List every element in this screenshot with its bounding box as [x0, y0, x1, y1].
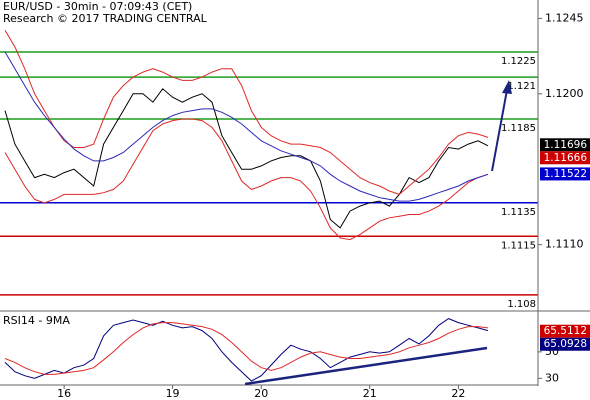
level-label: 1.1225 — [501, 56, 536, 67]
value-tag — [540, 151, 590, 165]
level-label: 1.1135 — [501, 207, 536, 218]
rsi-title: RSI14 - 9MA — [3, 314, 70, 327]
y-tick-label: 1.1200 — [545, 87, 584, 100]
value-tag-label: 1.11666 — [544, 152, 588, 164]
arrow-head — [502, 80, 512, 94]
level-label: 1.121 — [507, 81, 536, 92]
value-tag — [540, 167, 590, 181]
lines — [4, 29, 489, 382]
y-tick-label: 30 — [545, 371, 559, 384]
rsi-trendline — [244, 346, 488, 386]
value-tag — [540, 324, 590, 338]
x-tick-label: 16 — [57, 387, 71, 400]
value-tag — [540, 138, 590, 152]
series-line — [4, 118, 489, 241]
value-tag-label: 1.11522 — [544, 168, 587, 180]
x-tick-label: 22 — [451, 387, 465, 400]
y-tick-label: 1.1245 — [545, 11, 584, 24]
x-tick-label: 20 — [254, 387, 268, 400]
x-tick-label: 21 — [363, 387, 377, 400]
series-line — [4, 29, 489, 195]
y-tick-label: 1.1110 — [545, 238, 584, 251]
series-line — [4, 51, 489, 202]
value-tag — [540, 337, 590, 351]
x-tick-label: 19 — [166, 387, 180, 400]
chart-title: EUR/USD - 30min - 07:09:43 (CET) — [3, 0, 192, 13]
level-label: 1.1115 — [501, 240, 536, 251]
value-tag-label: 1.11696 — [544, 139, 588, 151]
value-tag-label: 65.5112 — [544, 325, 587, 337]
forecast-arrow — [491, 89, 508, 172]
series-line — [4, 88, 489, 229]
chart-subtitle: Research © 2017 TRADING CENTRAL — [3, 12, 208, 25]
series-line — [4, 322, 489, 375]
series-line — [4, 318, 489, 382]
level-label: 1.1185 — [501, 123, 536, 134]
value-tag-label: 65.0928 — [544, 338, 587, 350]
level-label: 1.108 — [507, 299, 536, 310]
levels: 1.1225 1.121 1.1185 1.1135 1.1115 1.108 — [0, 51, 538, 310]
